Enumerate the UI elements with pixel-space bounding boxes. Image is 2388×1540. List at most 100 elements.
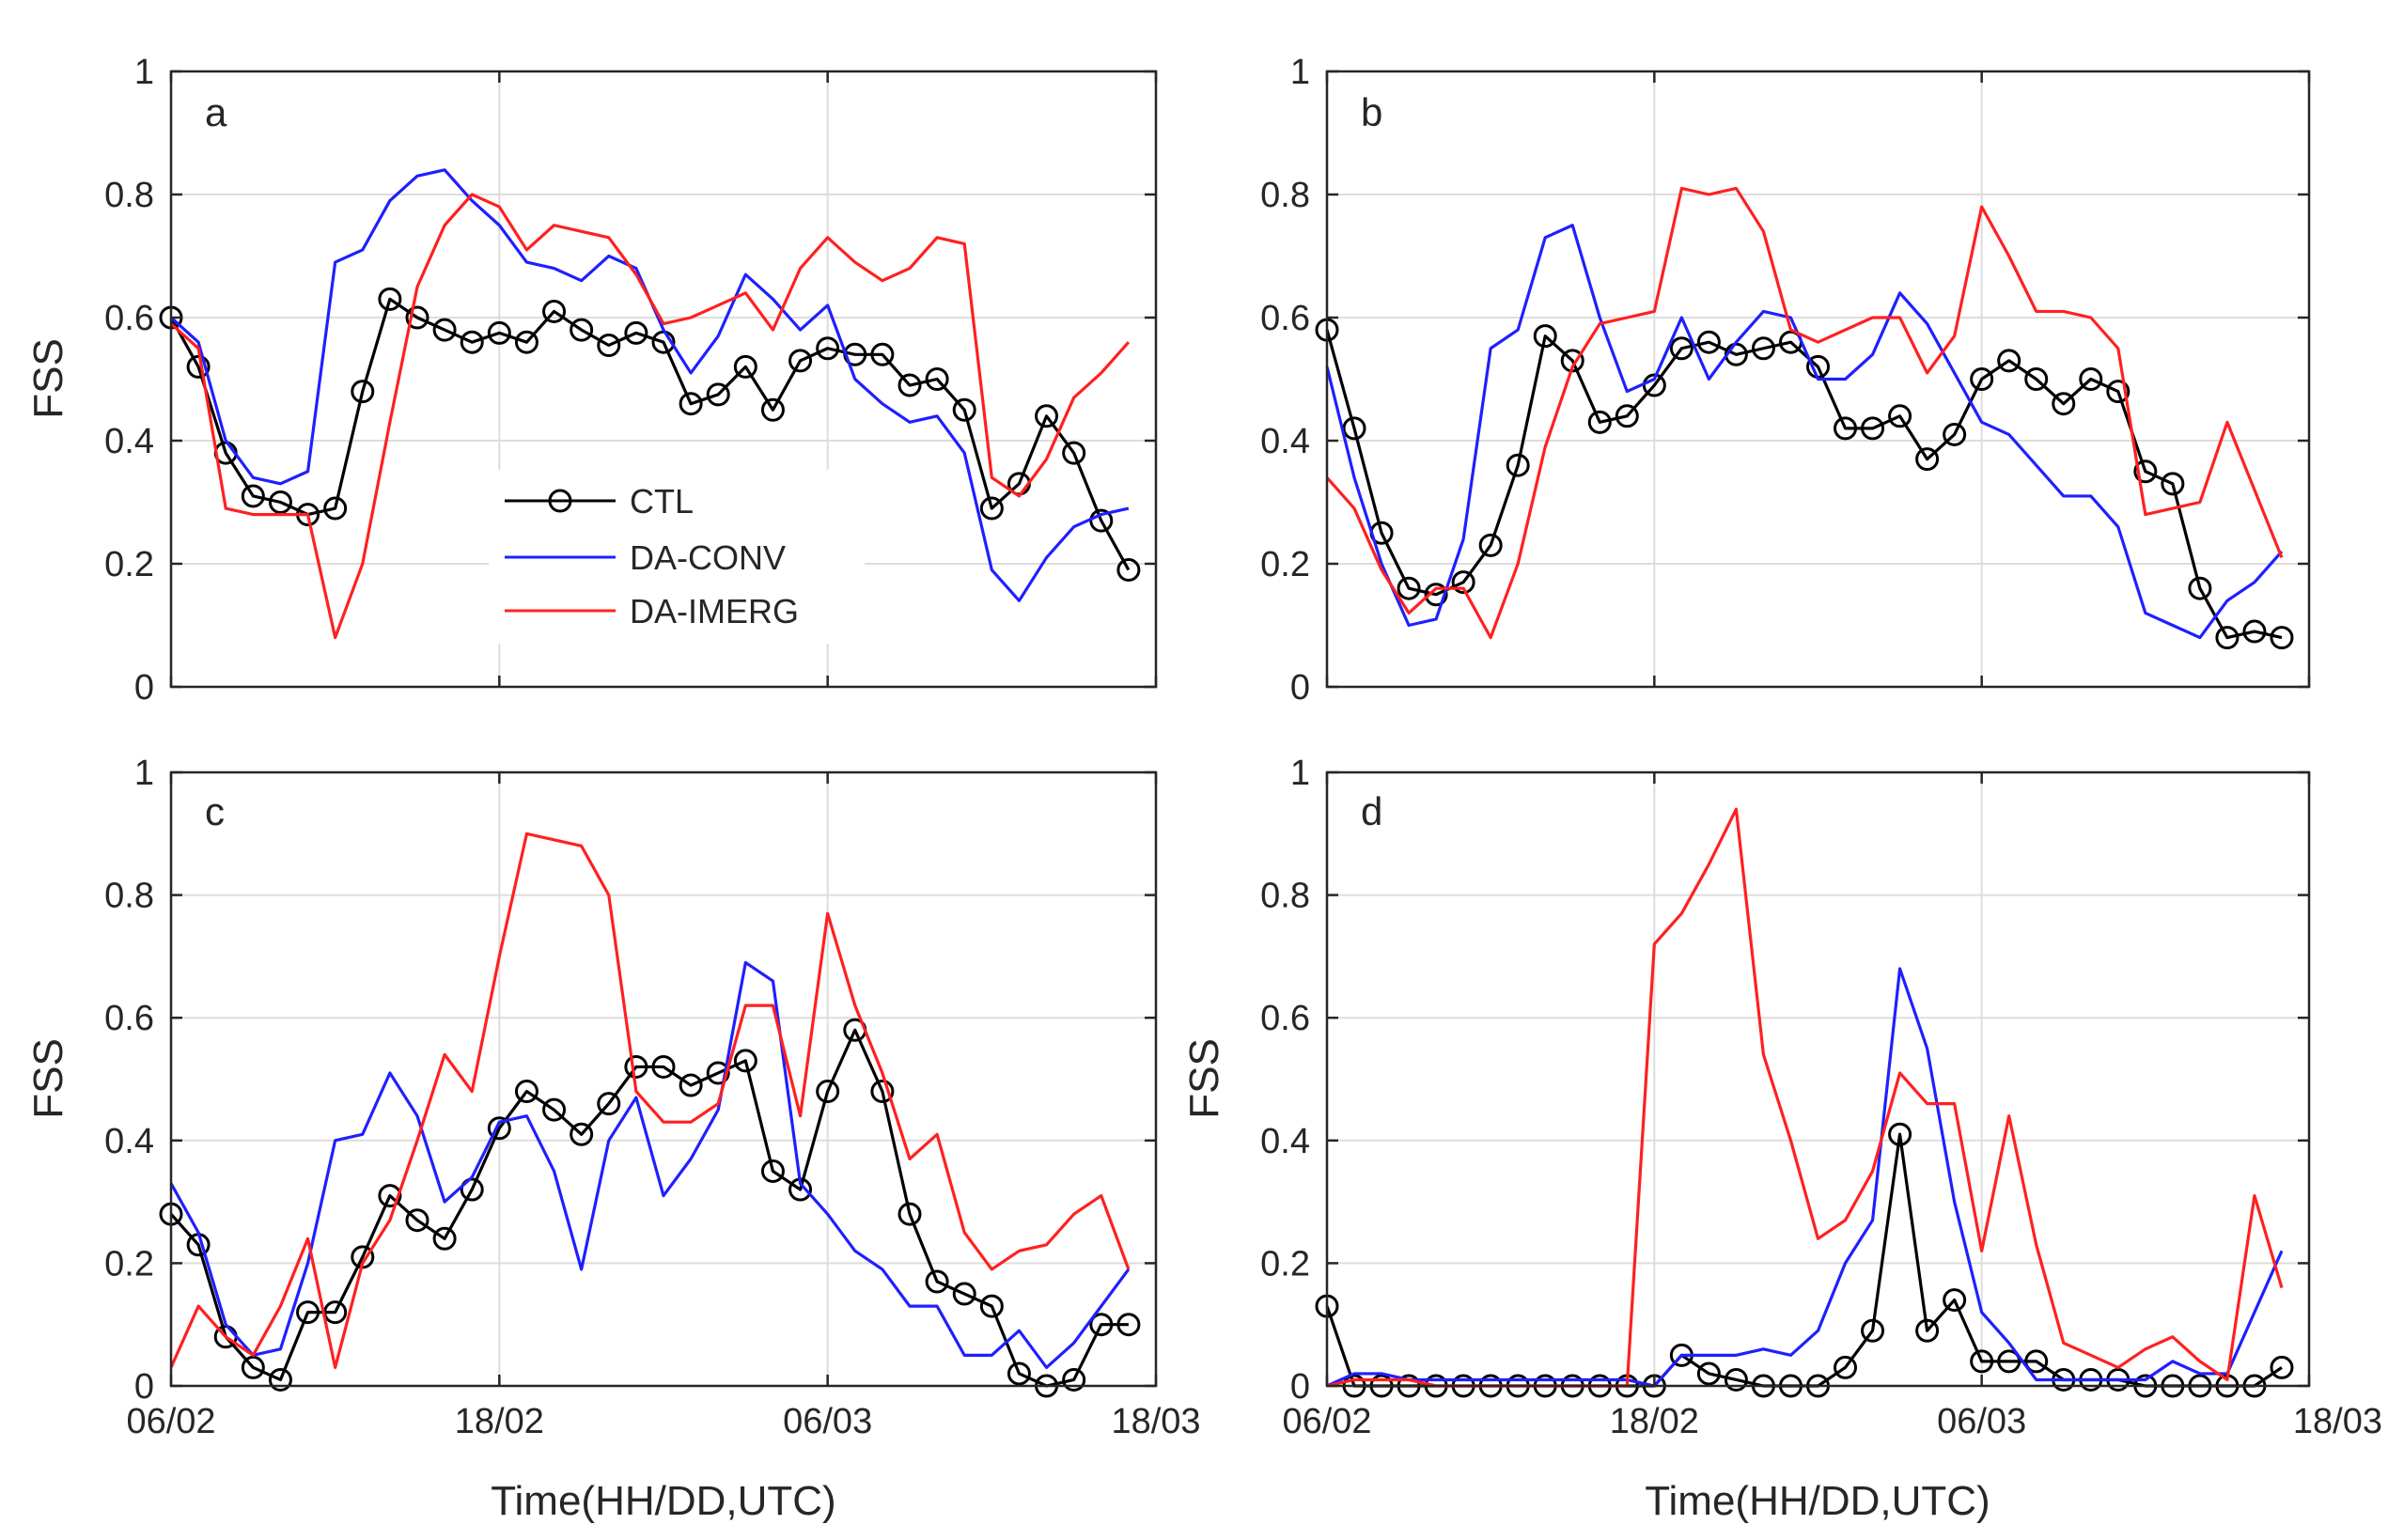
data-point-ctl <box>679 392 703 416</box>
data-point-ctl <box>1342 416 1366 441</box>
data-point-ctl <box>2215 626 2240 650</box>
data-point-ctl <box>487 320 511 345</box>
axes-box <box>169 70 1158 689</box>
y-tick-label: 0.4 <box>1260 1122 1310 1161</box>
data-point-ctl <box>542 299 567 323</box>
series-line-da-imerg <box>169 193 1131 640</box>
x-axis-label: Time(HH/DD,UTC) <box>491 1478 835 1524</box>
data-point-ctl <box>1669 336 1693 361</box>
y-tick-label: 1 <box>134 754 154 793</box>
data-point-ctl <box>1915 447 1940 472</box>
data-point-ctl <box>1724 1367 1748 1392</box>
data-point-ctl <box>296 1300 320 1325</box>
data-point-ctl <box>1089 1313 1114 1337</box>
y-tick-label: 0.2 <box>104 1244 154 1283</box>
y-tick-label: 0.8 <box>104 877 154 916</box>
data-point-ctl <box>2106 380 2130 404</box>
panel-label: a <box>205 90 227 134</box>
y-tick-label: 1 <box>1290 53 1310 92</box>
data-point-ctl <box>1007 1361 1031 1386</box>
data-point-ctl <box>1696 330 1721 354</box>
data-point-ctl <box>1970 367 1994 391</box>
data-point-ctl <box>1997 1349 2021 1374</box>
y-tick-label: 0.2 <box>1260 1244 1310 1283</box>
y-tick-label: 0 <box>134 1367 154 1407</box>
data-point-ctl <box>952 1282 976 1306</box>
y-tick-label: 0.4 <box>104 1122 154 1161</box>
data-point-ctl <box>1696 1361 1721 1386</box>
y-tick-label: 0.6 <box>104 299 154 338</box>
data-point-ctl <box>570 1122 594 1146</box>
panel-c: c FSS Time(HH/DD,UTC) 0 0.2 0.4 0.6 0.8 1 06/0… <box>25 754 1201 1524</box>
data-point-ctl <box>733 354 757 379</box>
data-point-ctl <box>1888 404 1912 428</box>
x-tick-label: 06/02 <box>126 1402 215 1441</box>
data-point-ctl <box>1888 1122 1912 1146</box>
data-point-ctl <box>405 1208 429 1233</box>
axes <box>1325 70 2311 689</box>
axes-box <box>1325 770 2311 1388</box>
data-point-ctl <box>816 1080 840 1104</box>
data-point-ctl <box>1587 410 1612 434</box>
data-point-ctl <box>1116 1313 1141 1337</box>
data-point-ctl <box>925 367 949 391</box>
data-point-ctl <box>1615 404 1639 428</box>
data-point-ctl <box>487 1116 511 1141</box>
legend-marker-ctl <box>548 489 572 513</box>
data-point-ctl <box>1533 324 1557 349</box>
panel-label: b <box>1361 90 1382 134</box>
data-point-ctl <box>241 484 265 508</box>
x-tick-label: 18/03 <box>2293 1402 2382 1441</box>
data-point-ctl <box>1506 453 1530 477</box>
data-point-ctl <box>1751 336 1775 361</box>
y-tick-label: 0 <box>134 668 154 708</box>
panel-d: d FSS Time(HH/DD,UTC) 0 0.2 0.4 0.6 0.8 1 06/0… <box>1181 754 2382 1524</box>
axes <box>169 70 1158 689</box>
data-point-ctl <box>2133 459 2158 484</box>
y-tick-label: 0.8 <box>1260 877 1310 916</box>
data-point-ctl <box>870 342 895 366</box>
axes <box>169 770 1158 1388</box>
y-tick-label: 0.4 <box>1260 422 1310 461</box>
data-point-ctl <box>1861 1318 1885 1343</box>
panel-label: d <box>1361 789 1382 833</box>
data-point-ctl <box>1451 570 1475 595</box>
data-point-ctl <box>2024 367 2049 391</box>
data-point-ctl <box>2161 472 2185 496</box>
data-point-ctl <box>432 318 457 342</box>
data-point-ctl <box>733 1049 757 1073</box>
data-point-ctl <box>679 1073 703 1097</box>
data-point-ctl <box>1834 416 1858 441</box>
data-point-ctl <box>1834 1355 1858 1379</box>
y-tick-label: 1 <box>1290 754 1310 793</box>
data-point-ctl <box>1035 404 1059 428</box>
y-tick-label: 1 <box>134 53 154 92</box>
series-line-ctl <box>169 1028 1129 1388</box>
data-point-ctl <box>432 1226 457 1251</box>
x-tick-label: 18/02 <box>1610 1402 1699 1441</box>
data-point-ctl <box>1062 1367 1086 1392</box>
data-point-ctl <box>925 1269 949 1294</box>
legend-label-da-conv: DA-CONV <box>630 538 786 577</box>
data-point-ctl <box>870 1080 895 1104</box>
y-tick-label: 0.8 <box>1260 176 1310 215</box>
legend-label-da-imerg: DA-IMERG <box>630 592 799 630</box>
y-tick-label: 0.6 <box>1260 299 1310 338</box>
data-point-ctl <box>1062 441 1086 465</box>
data-point-ctl <box>1116 558 1141 583</box>
x-tick-label: 18/03 <box>1111 1402 1200 1441</box>
axes <box>1325 770 2311 1388</box>
data-point-ctl <box>570 318 594 342</box>
data-point-ctl <box>979 1294 1004 1318</box>
data-point-ctl <box>760 1159 785 1183</box>
data-point-ctl <box>2079 367 2103 391</box>
data-point-ctl <box>1943 1288 1967 1313</box>
y-tick-label: 0.6 <box>104 999 154 1038</box>
series-group <box>159 832 1141 1398</box>
y-tick-label: 0.2 <box>1260 545 1310 584</box>
data-point-ctl <box>323 496 348 521</box>
x-tick-label: 06/02 <box>1282 1402 1371 1441</box>
data-point-ctl <box>897 1202 922 1226</box>
series-line-ctl <box>169 297 1131 571</box>
y-tick-label: 0.6 <box>1260 999 1310 1038</box>
